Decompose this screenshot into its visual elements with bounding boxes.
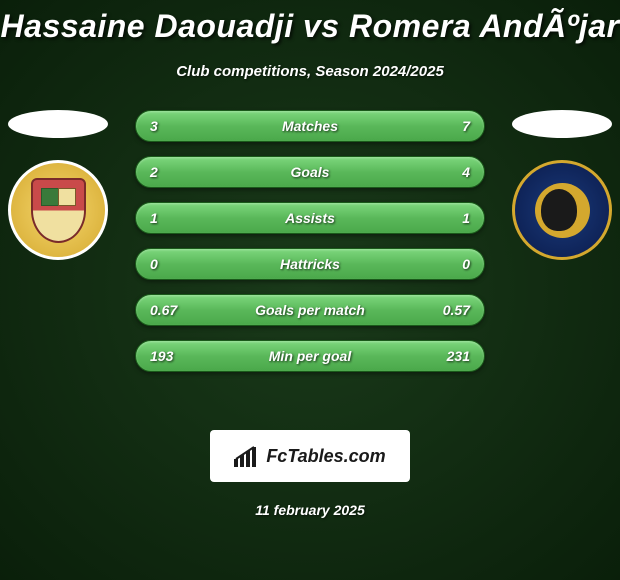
stat-label: Matches: [136, 118, 484, 134]
crest-right-icon: [512, 160, 612, 260]
stat-row-min-per-goal: 193 Min per goal 231: [135, 340, 485, 372]
stat-label: Assists: [136, 210, 484, 226]
credit-text: FcTables.com: [266, 446, 385, 467]
right-club-badge: [512, 160, 612, 260]
credit-badge: FcTables.com: [210, 430, 410, 482]
stat-row-assists: 1 Assists 1: [135, 202, 485, 234]
left-club-badge: [8, 160, 108, 260]
stat-row-goals-per-match: 0.67 Goals per match 0.57: [135, 294, 485, 326]
date-text: 11 february 2025: [0, 502, 620, 518]
left-shadow-ellipse: [8, 110, 108, 138]
page-subtitle: Club competitions, Season 2024/2025: [0, 63, 620, 80]
stat-label: Goals per match: [136, 302, 484, 318]
stat-rows: 3 Matches 7 2 Goals 4 1 Assists 1 0 Hatt…: [135, 110, 485, 386]
crest-left-icon: [8, 160, 108, 260]
stat-label: Min per goal: [136, 348, 484, 364]
stat-label: Goals: [136, 164, 484, 180]
stat-row-goals: 2 Goals 4: [135, 156, 485, 188]
stat-label: Hattricks: [136, 256, 484, 272]
right-shadow-ellipse: [512, 110, 612, 138]
page-title: Hassaine Daouadji vs Romera AndÃºjar: [0, 0, 620, 45]
chart-icon: [234, 445, 260, 467]
stat-row-matches: 3 Matches 7: [135, 110, 485, 142]
comparison-area: 3 Matches 7 2 Goals 4 1 Assists 1 0 Hatt…: [0, 110, 620, 410]
stat-row-hattricks: 0 Hattricks 0: [135, 248, 485, 280]
